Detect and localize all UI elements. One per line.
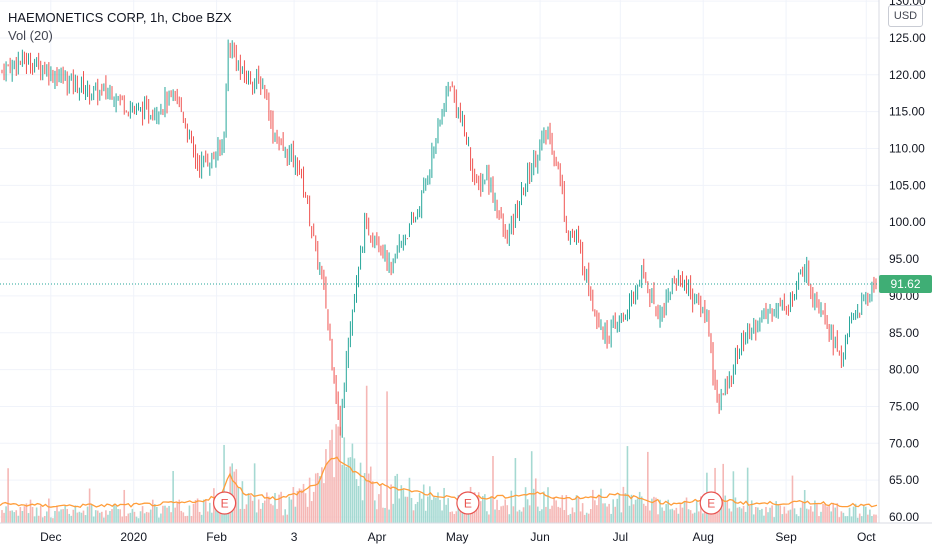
earnings-marker[interactable]: E (699, 491, 723, 515)
price-tick-label: 95.00 (889, 252, 919, 266)
price-tick-label: 85.00 (889, 326, 919, 340)
earnings-marker-circle (212, 491, 237, 515)
time-tick-label: Oct (857, 530, 876, 544)
earnings-marker-label: E (221, 497, 229, 511)
price-tick-label: 100.00 (889, 215, 926, 229)
time-tick-label: Jun (530, 530, 549, 544)
time-tick-label: Apr (368, 530, 387, 544)
price-axis-labels: 60.0065.0070.0075.0080.0085.0090.0095.00… (889, 0, 926, 524)
time-tick-label: 3 (291, 530, 298, 544)
grid-lines (0, 0, 879, 523)
earnings-marker-label: E (464, 497, 472, 511)
price-tick-label: 105.00 (889, 178, 926, 192)
price-tick-label: 60.00 (889, 510, 919, 524)
time-axis-background (0, 523, 932, 550)
time-tick-label: Aug (693, 530, 714, 544)
earnings-marker-circle (456, 491, 480, 515)
earnings-marker[interactable]: E (212, 491, 237, 515)
time-tick-label: Feb (206, 530, 227, 544)
earnings-marker-label: E (707, 497, 715, 511)
price-tick-label: 125.00 (889, 31, 926, 45)
time-tick-label: 2020 (120, 530, 147, 544)
price-tick-label: 65.00 (889, 473, 919, 487)
price-axis-background (879, 0, 932, 523)
currency-badge[interactable]: USD (888, 5, 923, 27)
price-tick-label: 130.00 (889, 0, 926, 8)
price-tick-label: 115.00 (889, 105, 925, 119)
price-tick-label: 120.00 (889, 68, 926, 82)
last-price-tag: 91.62 (879, 274, 932, 293)
price-candles (1, 39, 877, 438)
price-tick-label: 80.00 (889, 363, 919, 377)
symbol-title[interactable]: HAEMONETICS CORP, 1h, Cboe BZX (8, 10, 232, 25)
time-tick-label: Jul (613, 530, 628, 544)
time-tick-label: Sep (775, 530, 797, 544)
earnings-marker-circle (699, 491, 723, 515)
time-tick-label: May (446, 530, 469, 544)
earnings-marker[interactable]: E (456, 491, 480, 515)
volume-ma-line (0, 456, 878, 508)
time-tick-label: Dec (40, 530, 61, 544)
price-tick-label: 75.00 (889, 399, 919, 413)
volume-indicator-label[interactable]: Vol (20) (8, 28, 53, 43)
time-axis-labels: Dec 2020 Feb 3 Apr May Jun Jul Aug Sep Oct (40, 530, 876, 544)
chart-legend: HAEMONETICS CORP, 1h, Cboe BZX Vol (20) (8, 9, 232, 45)
price-tick-label: 70.00 (889, 436, 919, 450)
price-tick-label: 110.00 (889, 142, 925, 156)
